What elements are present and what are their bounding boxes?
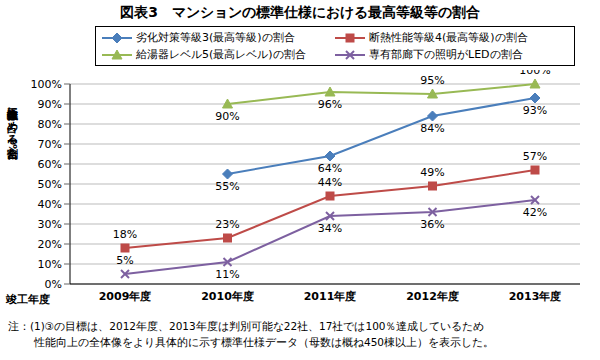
svg-text:44%: 44% [318, 176, 342, 189]
svg-text:70%: 70% [38, 138, 62, 151]
svg-text:5%: 5% [116, 254, 133, 267]
svg-text:30%: 30% [38, 218, 62, 231]
svg-text:2009年度: 2009年度 [99, 290, 152, 303]
svg-text:95%: 95% [420, 74, 444, 87]
svg-text:42%: 42% [523, 206, 547, 219]
svg-text:18%: 18% [113, 228, 137, 241]
html-text:図表3 マンションの標準仕様における最高等級等の割合: 図表3 マンションの標準仕様における最高等級等の割合 [120, 4, 480, 20]
svg-text:100%: 100% [31, 78, 62, 91]
html-text:竣工棟数全体に占める割合[%]: 竣工棟数全体に占める割合[%] [6, 100, 19, 161]
html-text:専有部廊下の照明がLEDの割合: 専有部廊下の照明がLEDの割合 [369, 48, 523, 61]
svg-text:0%: 0% [45, 278, 62, 291]
svg-text:50%: 50% [38, 178, 62, 191]
html-text:断熱性能等級4(最高等級)の割合: 断熱性能等級4(最高等級)の割合 [369, 31, 528, 44]
html-text:給湯器レベル5(最高レベル)の割合: 給湯器レベル5(最高レベル)の割合 [136, 48, 306, 61]
svg-text:20%: 20% [38, 238, 62, 251]
svg-text:34%: 34% [318, 222, 342, 235]
svg-text:49%: 49% [420, 166, 444, 179]
svg-text:90%: 90% [38, 98, 62, 111]
svg-text:80%: 80% [38, 118, 62, 131]
svg-text:93%: 93% [523, 104, 547, 117]
svg-text:90%: 90% [215, 110, 239, 123]
svg-text:10%: 10% [38, 258, 62, 271]
svg-text:36%: 36% [420, 218, 444, 231]
svg-text:60%: 60% [38, 158, 62, 171]
svg-text:40%: 40% [38, 198, 62, 211]
svg-text:64%: 64% [318, 162, 342, 175]
svg-text:55%: 55% [215, 180, 239, 193]
svg-text:2011年度: 2011年度 [304, 290, 357, 303]
svg-text:100%: 100% [519, 70, 550, 77]
svg-text:2013年度: 2013年度 [509, 290, 562, 303]
svg-text:2010年度: 2010年度 [201, 290, 254, 303]
svg-text:96%: 96% [318, 98, 342, 111]
html-text:性能向上の全体像をより具体的に示す標準仕様データ（母数は概ね: 性能向上の全体像をより具体的に示す標準仕様データ（母数は概ね450棟以上）を表示… [34, 336, 494, 348]
svg-text:23%: 23% [215, 218, 239, 231]
svg-text:11%: 11% [215, 268, 239, 281]
html-text:劣化対策等級3(最高等級)の割合: 劣化対策等級3(最高等級)の割合 [136, 31, 295, 44]
svg-text:57%: 57% [523, 150, 547, 163]
html-text:注：(1)③の目標は、2012年度、2013年度は判別可能な: 注：(1)③の目標は、2012年度、2013年度は判別可能な22社、17社では1… [8, 320, 485, 332]
html-text:竣工年度: 竣工年度 [6, 293, 50, 306]
svg-text:2012年度: 2012年度 [406, 290, 459, 303]
svg-text:84%: 84% [420, 122, 444, 135]
